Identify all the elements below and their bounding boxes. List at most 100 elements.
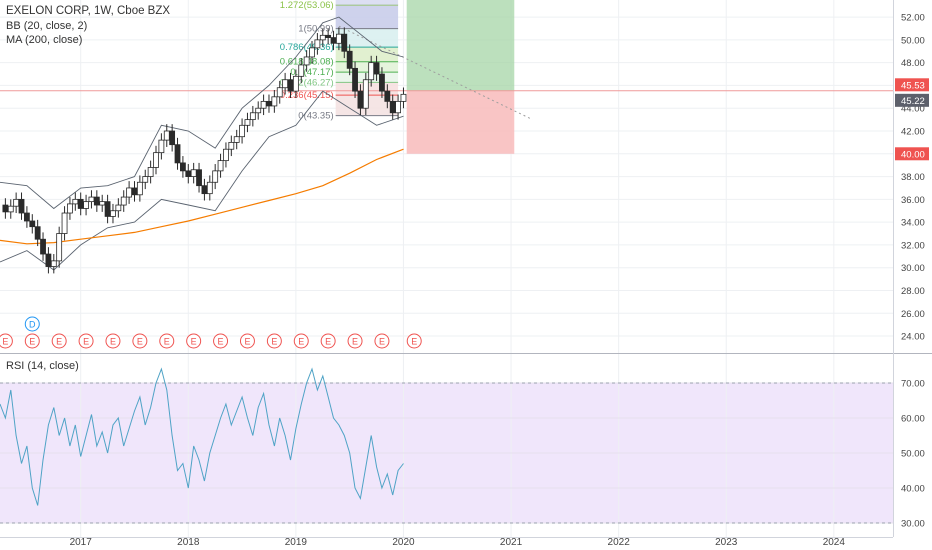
rsi-axis-tick: 40.00 xyxy=(901,484,925,495)
candle-body xyxy=(319,34,326,41)
earnings-marker-label: E xyxy=(29,337,35,347)
candle-body xyxy=(158,139,165,154)
candle-body xyxy=(13,198,20,207)
candle-body xyxy=(287,79,294,92)
candle-body xyxy=(346,50,353,69)
earnings-marker xyxy=(0,333,13,349)
candle-body xyxy=(223,148,229,162)
candle-body xyxy=(169,130,176,146)
earnings-marker-label: E xyxy=(218,337,224,347)
fib-level-label: 0(43.35) xyxy=(298,111,333,122)
chart-title: EXELON CORP, 1W, Cboe BZX xyxy=(6,5,171,17)
rsi-indicator-label[interactable]: RSI (14, close) xyxy=(6,360,79,372)
ma-indicator-label[interactable]: MA (200, close) xyxy=(6,34,83,46)
earnings-marker xyxy=(320,333,336,349)
fib-level-label: 0.382(46.27) xyxy=(280,77,334,88)
candle-body xyxy=(330,37,337,44)
candle-body xyxy=(50,260,57,267)
price-badge-label: 40.00 xyxy=(901,149,925,160)
fib-zone xyxy=(335,5,399,29)
earnings-marker xyxy=(293,333,309,349)
candle-body xyxy=(228,141,235,150)
earnings-marker-label: E xyxy=(244,337,250,347)
candle-body xyxy=(174,144,181,164)
fib-level-label: 0.236(45.15) xyxy=(280,90,334,101)
candle-body xyxy=(255,107,262,114)
time-axis-tick: 2017 xyxy=(70,537,93,548)
candle-body xyxy=(2,204,9,213)
price-badge-label: 45.53 xyxy=(901,80,925,91)
candle-body xyxy=(395,100,401,114)
earnings-marker-label: E xyxy=(137,337,143,347)
trend-projection xyxy=(338,25,533,121)
price-axis-tick: 32.00 xyxy=(901,240,925,251)
earnings-marker-label: E xyxy=(83,337,89,347)
earnings-marker-label: E xyxy=(411,337,417,347)
price-badge xyxy=(895,147,929,161)
candle-body xyxy=(142,176,149,183)
candle-body xyxy=(61,212,68,234)
candle-body xyxy=(292,75,299,92)
candle-body xyxy=(260,100,267,109)
time-axis-tick: 2018 xyxy=(177,537,200,548)
rsi-axis-tick: 30.00 xyxy=(901,519,925,530)
candle-body xyxy=(56,233,63,262)
fib-zone xyxy=(335,61,399,73)
dividend-marker-label: D xyxy=(29,320,36,330)
price-axis-tick: 44.00 xyxy=(901,104,925,115)
price-axis-tick: 52.00 xyxy=(901,13,925,24)
candle-body xyxy=(83,201,89,209)
candle-body xyxy=(104,201,111,217)
candle-body xyxy=(67,203,73,214)
price-axis-tick: 36.00 xyxy=(901,195,925,206)
earnings-marker-label: E xyxy=(352,337,358,347)
candle-body xyxy=(314,39,321,49)
earnings-marker xyxy=(51,333,67,349)
candle-body xyxy=(163,130,170,141)
candle-body xyxy=(244,119,251,126)
candle-body xyxy=(23,212,30,222)
ma-200-line xyxy=(0,148,404,245)
price-axis-tick: 26.00 xyxy=(901,309,925,320)
candle-body xyxy=(45,253,52,267)
rsi-line xyxy=(0,367,404,506)
candle-body xyxy=(357,90,364,109)
candle-body xyxy=(309,47,315,58)
rsi-axis-tick: 50.00 xyxy=(901,449,925,460)
bb-upper-band xyxy=(0,16,404,210)
earnings-marker-label: E xyxy=(379,337,385,347)
earnings-marker xyxy=(374,333,390,349)
candle-body xyxy=(266,100,272,107)
candle-body xyxy=(153,152,159,168)
candle-body xyxy=(212,170,219,183)
candle-body xyxy=(336,33,342,44)
earnings-marker xyxy=(266,333,282,349)
candle-body xyxy=(115,204,122,212)
price-axis-tick: 34.00 xyxy=(901,218,925,229)
candle-body xyxy=(379,73,385,92)
candle-body xyxy=(77,198,84,209)
candle-body xyxy=(233,136,240,143)
earnings-marker xyxy=(132,333,148,349)
fib-zone xyxy=(335,28,399,48)
earnings-marker xyxy=(105,333,121,349)
time-axis-tick: 2020 xyxy=(392,537,415,548)
earnings-marker-label: E xyxy=(56,337,62,347)
rsi-axis-tick: 60.00 xyxy=(901,414,925,425)
candle-body xyxy=(239,124,245,138)
price-badge xyxy=(895,93,929,107)
candle-body xyxy=(99,201,106,206)
bb-indicator-label[interactable]: BB (20, close, 2) xyxy=(6,20,88,32)
earnings-marker-label: E xyxy=(164,337,170,347)
earnings-marker xyxy=(24,333,40,349)
candle-body xyxy=(276,87,283,98)
price-axis-tick: 30.00 xyxy=(901,263,925,274)
time-axis-tick: 2024 xyxy=(823,537,846,548)
candle-body xyxy=(249,112,256,121)
candle-body xyxy=(298,64,305,77)
fib-level-label: 0.5(47.17) xyxy=(290,67,333,78)
earnings-marker-label: E xyxy=(2,337,8,347)
fib-level-label: 1.272(53.06) xyxy=(280,0,334,11)
candle-body xyxy=(34,226,41,240)
